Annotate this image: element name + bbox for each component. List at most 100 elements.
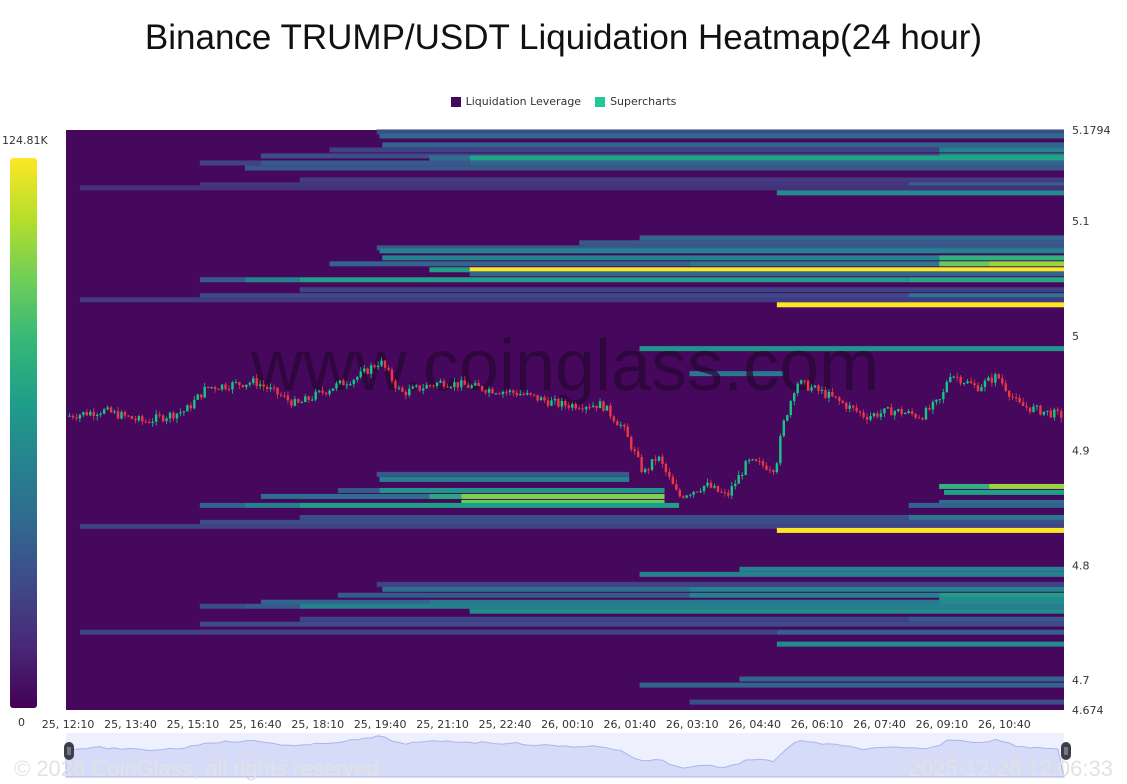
candlestick [810,384,813,393]
candle-body [702,485,706,492]
candle-body [924,407,928,420]
candle-body [449,386,453,388]
time-navigator[interactable] [64,733,1071,778]
candle-body [640,457,643,472]
candle-body [82,412,85,415]
candlestick [737,470,740,484]
candlestick [401,386,404,393]
heatmap-cell [299,514,909,520]
candlestick [92,407,95,421]
candlestick [415,383,418,388]
y-tick-label: 4.674 [1072,704,1104,717]
candlestick [581,404,584,413]
candle-body [730,486,733,496]
candlestick [1039,404,1042,416]
candle-body [206,386,210,388]
candle-body [765,465,768,470]
legend-swatch [450,96,461,107]
navigator-handle[interactable] [64,742,74,760]
candle-body [838,397,841,401]
candle-body [841,400,844,403]
candle-body [845,402,848,409]
candlestick [352,378,356,388]
heatmap-cell [337,592,690,598]
candle-body [994,374,997,383]
candle-body [855,407,858,412]
candlestick [761,458,765,469]
navigator-handle[interactable] [1061,742,1071,760]
candlestick [619,421,623,429]
candle-body [68,415,71,417]
candlestick [182,410,186,417]
candle-body [793,393,796,402]
candle-body [89,411,92,416]
candle-body [869,416,872,420]
candle-body [522,394,525,396]
x-tick-label: 25, 12:10 [42,718,95,731]
heatmap-cell [382,142,1065,148]
candlestick [848,401,851,413]
candlestick [224,382,227,391]
candlestick [512,389,515,397]
heatmap-cell [939,596,1064,602]
candlestick [824,386,827,399]
legend-item-supercharts[interactable]: Supercharts [595,95,676,108]
candlestick [973,379,976,388]
candlestick [699,488,702,494]
x-tick-label: 26, 01:40 [603,718,656,731]
candle-body [775,463,779,472]
heatmap-cell [199,182,909,188]
candle-body [154,414,158,422]
candle-body [491,388,494,394]
candle-body [1060,411,1063,418]
heatmap-cell [461,499,665,505]
candle-body [897,409,900,412]
candle-body [179,412,182,414]
candle-body [900,409,903,415]
legend-item-liquidation-leverage[interactable]: Liquidation Leverage [450,95,581,108]
candlestick [664,462,668,476]
candlestick [82,411,85,418]
candle-body [526,392,529,395]
candle-body [962,383,966,385]
candle-body [460,380,463,388]
candlestick [473,380,477,387]
y-tick-label: 4.8 [1072,559,1090,572]
candlestick [255,374,258,390]
candle-body [588,407,591,409]
candlestick [858,410,862,417]
candlestick [796,381,799,397]
candle-body [435,382,439,387]
candlestick [213,385,217,393]
candlestick [595,405,598,412]
candle-body [477,383,480,387]
candlestick [803,379,806,385]
candlestick [123,410,127,420]
candlestick [1028,407,1032,415]
candlestick [529,392,532,397]
candlestick [127,415,130,418]
candlestick [380,357,383,368]
candle-body [1049,410,1053,418]
candlestick [144,419,147,424]
candlestick [949,372,952,383]
candlestick [754,458,758,462]
candlestick [775,461,779,474]
candlestick [234,379,238,384]
candlestick [879,409,883,421]
candlestick [900,406,903,417]
candle-body [328,390,331,395]
candlestick [258,380,262,390]
candlestick [1060,408,1063,423]
x-tick-label: 25, 16:40 [229,718,282,731]
candlestick [470,383,473,390]
y-tick-label: 5 [1072,330,1079,343]
candle-body [931,401,935,410]
x-tick-label: 26, 04:40 [728,718,781,731]
candle-body [751,459,754,461]
candlestick [643,467,647,474]
candlestick [903,411,907,415]
candlestick [449,385,453,390]
colorbar[interactable] [10,158,37,708]
